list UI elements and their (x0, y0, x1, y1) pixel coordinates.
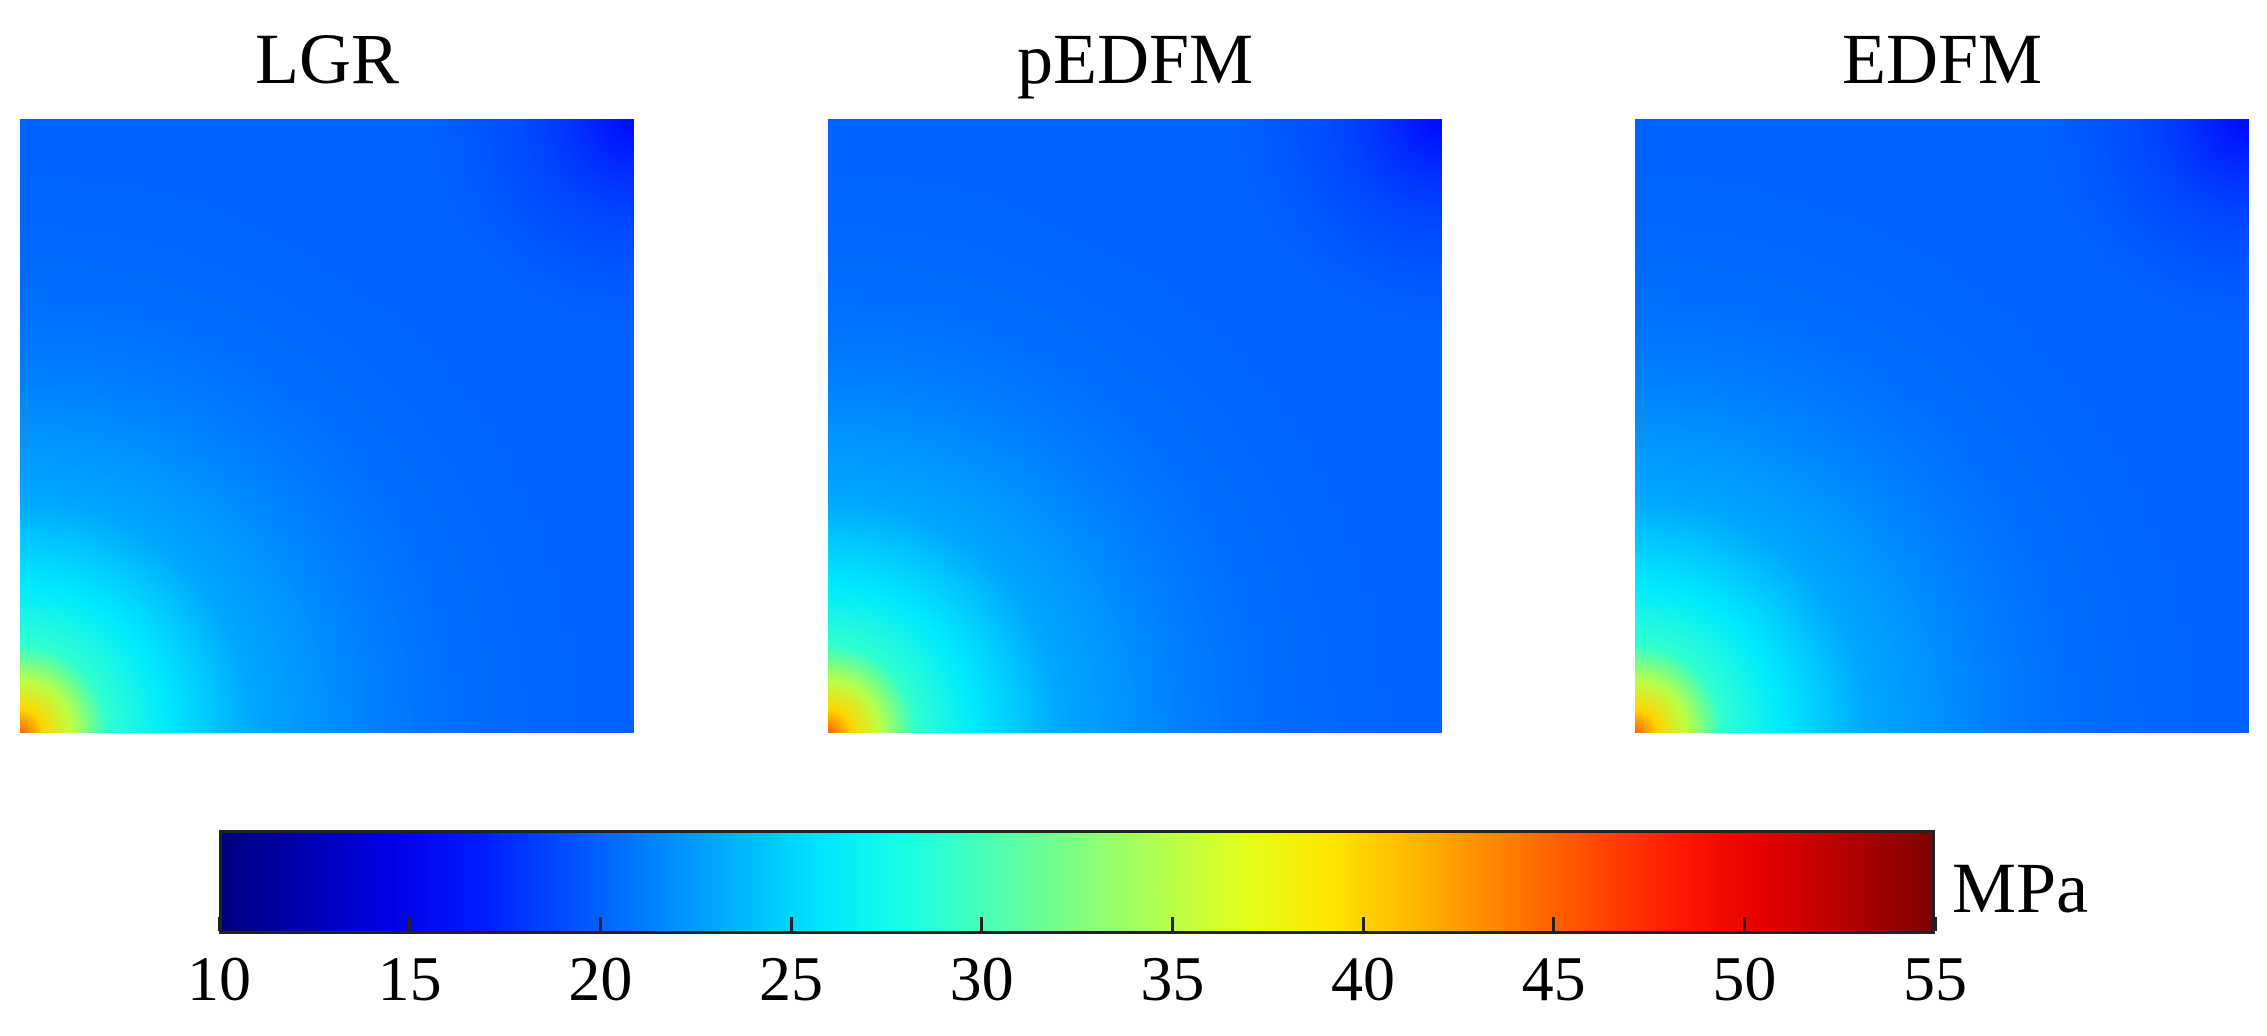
colorbar-gradient (219, 830, 1935, 934)
colorbar-tick-label: 30 (949, 943, 1014, 1014)
heatmap-svg (828, 119, 1442, 733)
colorbar-tick-mark (1552, 917, 1556, 931)
heatmap-svg (20, 119, 634, 733)
colorbar-tick-label: 40 (1331, 943, 1395, 1014)
colorbar-tick-mark (980, 917, 984, 931)
heatmap-panel-lgr (20, 119, 634, 733)
colorbar (219, 830, 1935, 934)
colorbar-tick-label: 20 (568, 943, 633, 1014)
heatmap-panel-edfm (1635, 119, 2249, 733)
colorbar-tick-mark (598, 917, 602, 931)
colorbar-tick-mark (217, 917, 221, 931)
panel-title-pedfm: pEDFM (1016, 19, 1254, 99)
colorbar-tick-mark (1361, 917, 1365, 931)
heatmap-high-pressure-corner (1635, 119, 2249, 733)
colorbar-tick-label: 50 (1712, 943, 1777, 1014)
colorbar-tick-label: 45 (1521, 943, 1586, 1014)
colorbar-tick-label: 15 (377, 943, 442, 1014)
colorbar-tick-label: 35 (1140, 943, 1205, 1014)
colorbar-tick-label: 25 (759, 943, 823, 1014)
colorbar-unit-label: MPa (1952, 848, 2089, 928)
colorbar-tick-label: 10 (187, 943, 251, 1014)
heatmap-high-pressure-corner (20, 119, 634, 733)
heatmap-high-pressure-corner (828, 119, 1442, 733)
colorbar-tick-label: 55 (1903, 943, 1967, 1014)
colorbar-tick-mark (1742, 917, 1746, 931)
colorbar-tick-mark (1933, 917, 1937, 931)
heatmap-svg (1635, 119, 2249, 733)
colorbar-tick-mark (789, 917, 793, 931)
colorbar-tick-mark (1170, 917, 1174, 931)
heatmap-panel-pedfm (828, 119, 1442, 733)
panel-title-edfm: EDFM (1841, 19, 2043, 99)
panel-title-lgr: LGR (255, 19, 399, 99)
colorbar-tick-mark (408, 917, 412, 931)
